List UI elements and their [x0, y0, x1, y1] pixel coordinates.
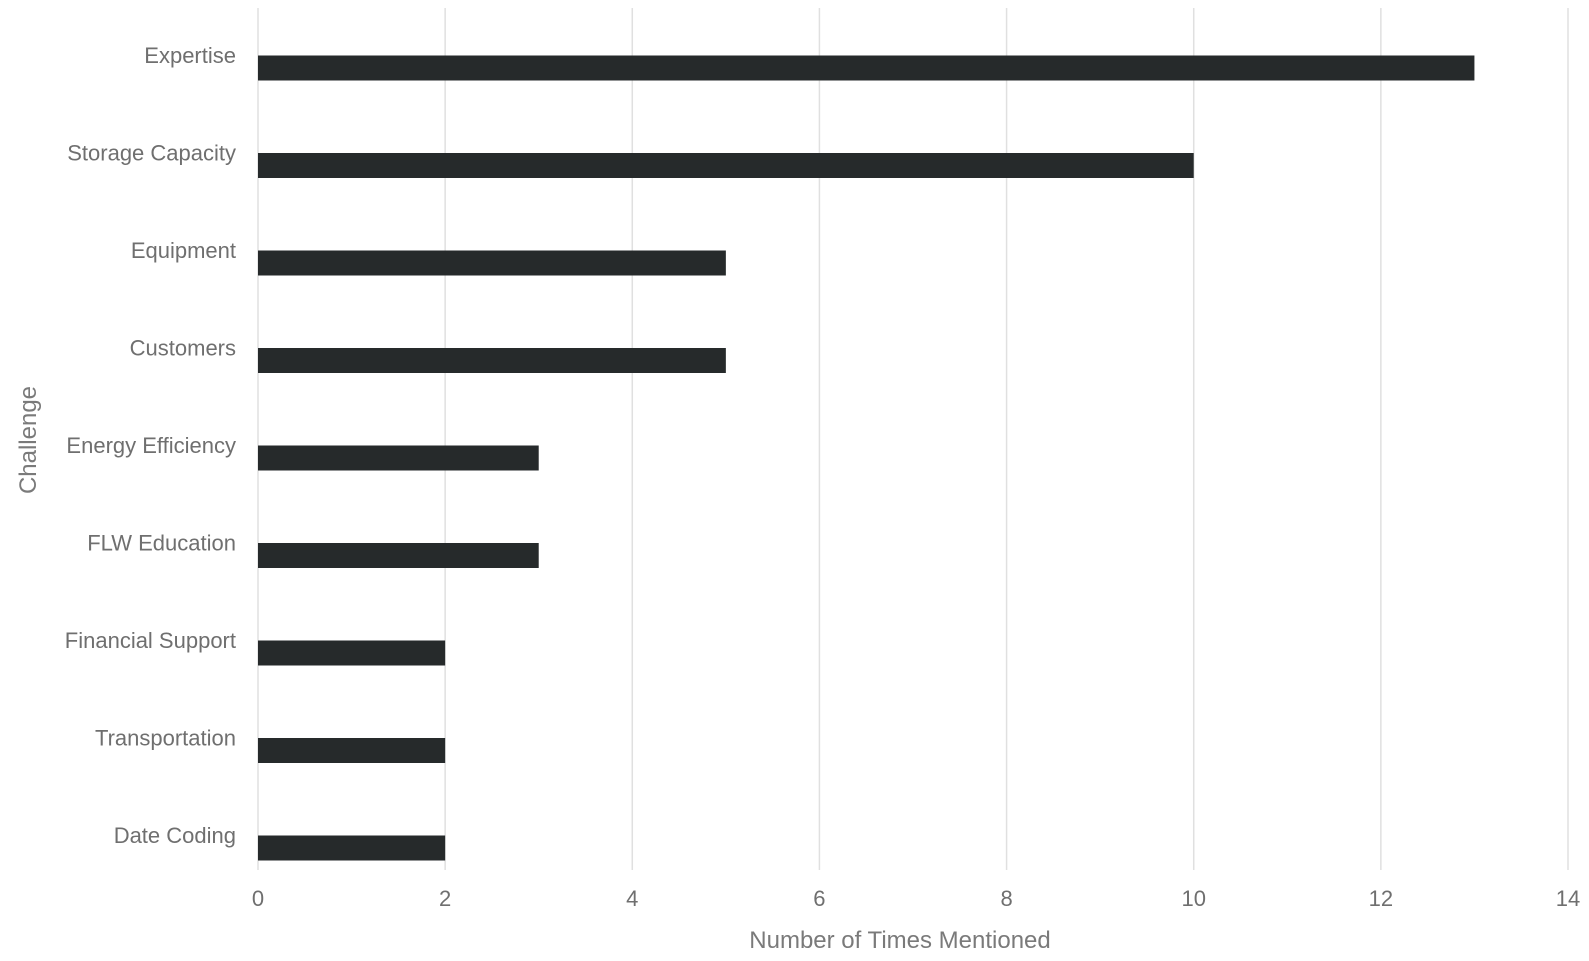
category-label: Transportation — [95, 726, 236, 751]
category-label: Storage Capacity — [67, 141, 236, 166]
gridlines — [257, 8, 1569, 870]
bar — [258, 835, 446, 861]
bar — [258, 738, 446, 763]
x-axis-title: Number of Times Mentioned — [749, 927, 1050, 954]
category-label: Financial Support — [65, 628, 236, 653]
bar — [258, 250, 726, 276]
bar — [258, 640, 446, 666]
category-labels: Expertise Storage Capacity Equipment Custom… — [65, 43, 236, 848]
y-axis-title: Challenge — [15, 386, 42, 494]
x-tick-label: 8 — [1000, 886, 1012, 911]
x-tick-label: 6 — [813, 886, 825, 911]
category-label: FLW Education — [87, 531, 236, 556]
bar — [258, 445, 539, 471]
x-tick-label: 2 — [439, 886, 451, 911]
bar — [258, 348, 726, 373]
category-label: Customers — [130, 336, 236, 361]
x-tick-labels: 0 2 4 6 8 10 12 14 — [252, 886, 1580, 911]
x-tick-label: 10 — [1181, 886, 1205, 911]
category-label: Expertise — [144, 43, 236, 68]
category-label: Energy Efficiency — [66, 433, 236, 458]
bar — [258, 55, 1475, 81]
x-tick-label: 12 — [1369, 886, 1393, 911]
bar — [258, 543, 539, 568]
bars — [258, 55, 1475, 861]
x-tick-label: 14 — [1556, 886, 1580, 911]
bar — [258, 153, 1194, 178]
category-label: Date Coding — [114, 823, 236, 848]
x-tick-label: 4 — [626, 886, 638, 911]
x-tick-label: 0 — [252, 886, 264, 911]
category-label: Equipment — [131, 238, 236, 263]
